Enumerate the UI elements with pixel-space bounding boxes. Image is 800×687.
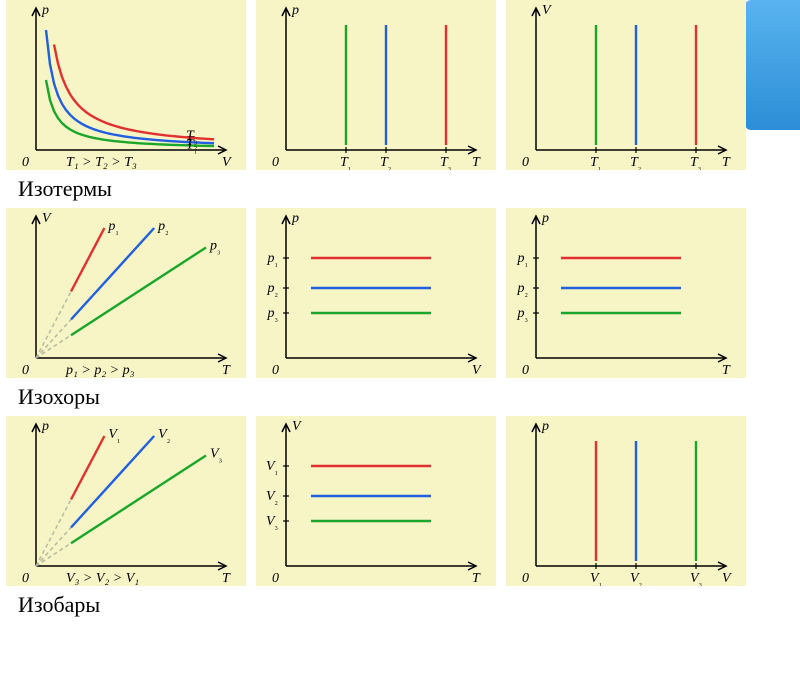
- svg-text:p₁: p₁: [107, 219, 119, 236]
- chart-row: p T 0 V₁ V₂ V₃ V₃ > V₂ > V₁ V T 0 V₁ V₂ V₃ p V 0 V₁ V₂ V₃: [0, 416, 800, 586]
- svg-text:T: T: [722, 155, 731, 170]
- svg-text:V: V: [222, 155, 232, 170]
- row-label: Изотермы: [0, 170, 800, 208]
- chart-panel: pV0T₁T₂T₃T₁ > T₂ > T₃: [6, 0, 246, 170]
- svg-text:V₂: V₂: [266, 489, 278, 506]
- panel-svg: V T 0 T₁ T₂ T₃: [506, 0, 746, 170]
- svg-text:0: 0: [272, 571, 279, 586]
- svg-text:T₂: T₂: [380, 155, 391, 170]
- chart-row: pV0T₁T₂T₃T₁ > T₂ > T₃pT0T₁T₂T₃VT0T₁T₂T₃: [0, 0, 800, 170]
- svg-text:p: p: [541, 211, 549, 226]
- svg-text:p: p: [41, 419, 49, 434]
- svg-text:V₁: V₁: [590, 571, 602, 586]
- svg-text:0: 0: [522, 363, 529, 378]
- svg-text:T₁: T₁: [590, 155, 601, 170]
- svg-text:V₂: V₂: [630, 571, 642, 586]
- svg-text:T: T: [472, 571, 481, 586]
- panel-svg: V T 0 p₁ p₂ p₃ p₁ > p₂ > p₃: [6, 208, 246, 378]
- svg-text:T: T: [472, 155, 481, 170]
- svg-text:V: V: [542, 3, 552, 18]
- chart-row: V T 0 p₁ p₂ p₃ p₁ > p₂ > p₃ p V 0 p₁ p₂ p₃ p T 0 p₁ p₂ p₃: [0, 208, 800, 378]
- svg-text:p₁ > p₂ > p₃: p₁ > p₂ > p₃: [65, 363, 135, 378]
- svg-text:p₁: p₁: [517, 251, 529, 268]
- svg-text:p₂: p₂: [517, 281, 529, 298]
- panel-svg: p T 0 T₁ T₂ T₃: [256, 0, 496, 170]
- svg-text:V₂: V₂: [158, 427, 170, 444]
- panel-svg: p V 0 V₁ V₂ V₃: [506, 416, 746, 586]
- svg-text:T₃: T₃: [690, 155, 701, 170]
- svg-text:V: V: [722, 571, 732, 586]
- svg-text:p: p: [41, 3, 49, 18]
- svg-text:V₁: V₁: [108, 427, 120, 444]
- svg-text:V₃ > V₂ > V₁: V₃ > V₂ > V₁: [66, 571, 139, 586]
- panel-svg: V T 0 V₁ V₂ V₃: [256, 416, 496, 586]
- chart-panel: p T 0 V₁ V₂ V₃ V₃ > V₂ > V₁: [6, 416, 246, 586]
- svg-text:0: 0: [22, 155, 29, 170]
- svg-text:T: T: [222, 571, 231, 586]
- svg-text:V₃: V₃: [690, 571, 702, 586]
- row-label: Изохоры: [0, 378, 800, 416]
- chart-panel: p V 0 p₁ p₂ p₃: [256, 208, 496, 378]
- svg-text:V₃: V₃: [266, 514, 278, 531]
- svg-text:V₃: V₃: [210, 447, 222, 464]
- svg-text:V: V: [292, 419, 302, 434]
- chart-panel: V T 0 T₁ T₂ T₃: [506, 0, 746, 170]
- chart-panel: V T 0 p₁ p₂ p₃ p₁ > p₂ > p₃: [6, 208, 246, 378]
- svg-text:T₂: T₂: [630, 155, 641, 170]
- svg-text:p₂: p₂: [267, 281, 279, 298]
- svg-text:p₃: p₃: [517, 306, 529, 323]
- row-label: Изобары: [0, 586, 800, 624]
- svg-text:p: p: [541, 419, 549, 434]
- svg-text:0: 0: [272, 363, 279, 378]
- svg-text:V: V: [472, 363, 482, 378]
- panel-svg: p T 0 p₁ p₂ p₃: [506, 208, 746, 378]
- chart-panel: V T 0 V₁ V₂ V₃: [256, 416, 496, 586]
- svg-text:V: V: [42, 211, 52, 226]
- svg-text:p₂: p₂: [157, 219, 169, 236]
- svg-text:0: 0: [22, 363, 29, 378]
- svg-text:T₃: T₃: [440, 155, 451, 170]
- panel-svg: p T 0 V₁ V₂ V₃ V₃ > V₂ > V₁: [6, 416, 246, 586]
- panel-svg: p V 0 p₁ p₂ p₃: [256, 208, 496, 378]
- svg-text:T₁: T₁: [340, 155, 351, 170]
- svg-text:p₃: p₃: [209, 239, 221, 256]
- svg-text:T₃: T₃: [186, 128, 197, 145]
- svg-text:0: 0: [22, 571, 29, 586]
- chart-panel: p T 0 p₁ p₂ p₃: [506, 208, 746, 378]
- chart-panel: p T 0 T₁ T₂ T₃: [256, 0, 496, 170]
- svg-text:T: T: [222, 363, 231, 378]
- svg-text:T: T: [722, 363, 731, 378]
- svg-text:p₃: p₃: [267, 306, 279, 323]
- svg-text:p₁: p₁: [267, 251, 279, 268]
- svg-text:0: 0: [522, 571, 529, 586]
- corner-accent: [745, 0, 800, 130]
- svg-text:0: 0: [522, 155, 529, 170]
- svg-text:p: p: [291, 3, 299, 18]
- svg-text:T₁ > T₂ > T₃: T₁ > T₂ > T₃: [66, 155, 137, 170]
- svg-text:V₁: V₁: [266, 459, 278, 476]
- panel-svg: pV0T₁T₂T₃T₁ > T₂ > T₃: [6, 0, 246, 170]
- chart-panel: p V 0 V₁ V₂ V₃: [506, 416, 746, 586]
- svg-text:0: 0: [272, 155, 279, 170]
- diagram-root: pV0T₁T₂T₃T₁ > T₂ > T₃pT0T₁T₂T₃VT0T₁T₂T₃И…: [0, 0, 800, 624]
- svg-text:p: p: [291, 211, 299, 226]
